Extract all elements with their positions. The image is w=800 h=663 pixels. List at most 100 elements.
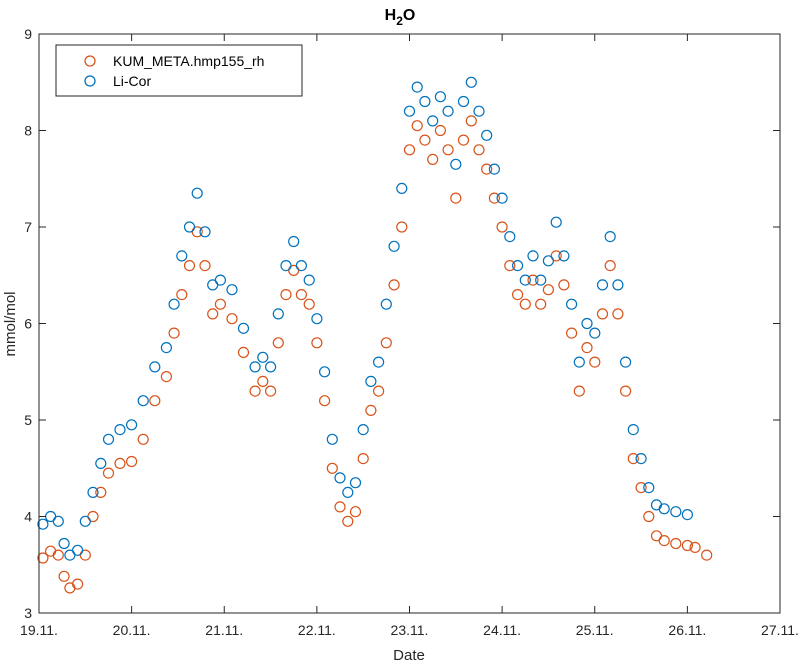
point-s0-27 (272, 337, 284, 349)
point-s1-60 (527, 250, 539, 262)
point-s1-71 (612, 279, 624, 291)
point-s0-10 (114, 457, 126, 469)
point-s1-50 (450, 158, 462, 170)
point-s1-9 (102, 433, 115, 445)
point-s1-49 (442, 105, 454, 117)
legend-marker-licor (84, 75, 96, 87)
point-s1-61 (535, 274, 547, 286)
point-s0-8 (95, 486, 107, 498)
x-tick-label-4: 23.11. (391, 622, 429, 638)
point-s1-16 (176, 250, 188, 262)
point-s1-31 (303, 274, 315, 286)
point-s1-24 (249, 361, 261, 373)
point-s0-69 (596, 308, 609, 320)
point-s0-63 (550, 250, 562, 262)
chart-title: H2O (385, 7, 416, 28)
point-s1-78 (670, 506, 682, 518)
x-tick-label-7: 26.11. (668, 622, 706, 638)
point-s1-63 (550, 216, 562, 228)
point-s1-57 (504, 231, 516, 243)
point-s0-23 (237, 346, 250, 358)
point-s1-53 (473, 105, 485, 117)
point-s0-57 (504, 260, 516, 272)
y-tick-label-2: 5 (24, 412, 32, 428)
point-s0-66 (573, 385, 585, 397)
point-s1-43 (396, 182, 408, 194)
point-s1-29 (288, 235, 300, 248)
point-s0-17 (183, 260, 196, 272)
point-s0-32 (311, 337, 323, 349)
point-s1-39 (365, 375, 377, 387)
point-s1-0 (37, 518, 49, 530)
x-tick-label-1: 20.11. (113, 622, 151, 638)
point-s1-23 (237, 322, 250, 334)
point-s0-67 (581, 342, 593, 354)
point-s0-61 (535, 298, 547, 310)
point-s0-64 (558, 279, 570, 291)
point-s1-15 (168, 298, 180, 310)
point-s1-44 (403, 105, 416, 117)
y-tick-label-0: 3 (24, 605, 32, 621)
point-s0-37 (349, 506, 362, 518)
point-s0-59 (519, 298, 531, 310)
point-s0-62 (542, 284, 555, 296)
point-s1-77 (658, 503, 670, 515)
point-s0-24 (249, 385, 261, 397)
point-s1-10 (114, 424, 126, 436)
point-s1-65 (565, 298, 578, 310)
point-s1-40 (373, 356, 385, 368)
point-s1-26 (265, 361, 277, 373)
point-s0-15 (168, 327, 180, 339)
point-s0-22 (226, 313, 238, 325)
point-s0-60 (527, 274, 539, 286)
point-s0-74 (635, 482, 647, 494)
point-s1-12 (137, 395, 149, 407)
point-s0-19 (199, 260, 211, 272)
point-s0-34 (326, 462, 338, 474)
point-s1-2 (52, 515, 64, 527)
point-s0-49 (442, 144, 454, 156)
x-axis-title: Date (393, 647, 425, 663)
point-s1-51 (457, 95, 470, 108)
legend-marker-kum (84, 55, 96, 67)
point-s0-73 (627, 453, 639, 465)
legend: KUM_META.hmp155_rh Li-Cor (55, 44, 303, 97)
point-s0-13 (149, 395, 161, 407)
point-s0-14 (160, 371, 172, 383)
point-s0-2 (52, 549, 64, 561)
y-tick-label-4: 7 (24, 219, 32, 235)
point-s0-31 (303, 298, 315, 310)
point-s0-41 (380, 337, 392, 349)
point-s0-12 (137, 433, 149, 445)
point-s0-56 (496, 221, 508, 233)
point-s1-13 (149, 361, 161, 373)
point-s1-5 (71, 544, 84, 556)
point-s0-39 (365, 404, 377, 416)
y-tick-label-1: 4 (24, 509, 32, 525)
point-s1-37 (349, 477, 362, 489)
point-s0-78 (670, 537, 682, 550)
point-s1-14 (160, 342, 172, 354)
point-s1-38 (357, 424, 369, 436)
point-s0-72 (619, 385, 632, 397)
point-s1-55 (488, 163, 500, 175)
y-tick-label-6: 9 (24, 26, 32, 42)
point-s0-25 (257, 375, 269, 387)
point-s0-3 (58, 570, 70, 582)
point-s1-27 (272, 308, 284, 320)
point-s1-73 (627, 424, 639, 436)
y-tick-label-3: 6 (24, 316, 32, 332)
point-s1-6 (79, 515, 91, 527)
point-s1-74 (635, 453, 647, 465)
point-s0-50 (450, 192, 462, 204)
point-s1-41 (380, 298, 392, 310)
chart-title-main: H (385, 7, 397, 24)
chart-title-subscript: 2 (396, 14, 403, 28)
point-s1-36 (342, 486, 354, 498)
point-s0-52 (465, 115, 477, 127)
point-s0-79 (681, 539, 694, 552)
point-s0-30 (295, 289, 307, 301)
point-s1-17 (183, 221, 196, 233)
point-s0-36 (342, 515, 354, 527)
point-s0-33 (319, 395, 331, 407)
